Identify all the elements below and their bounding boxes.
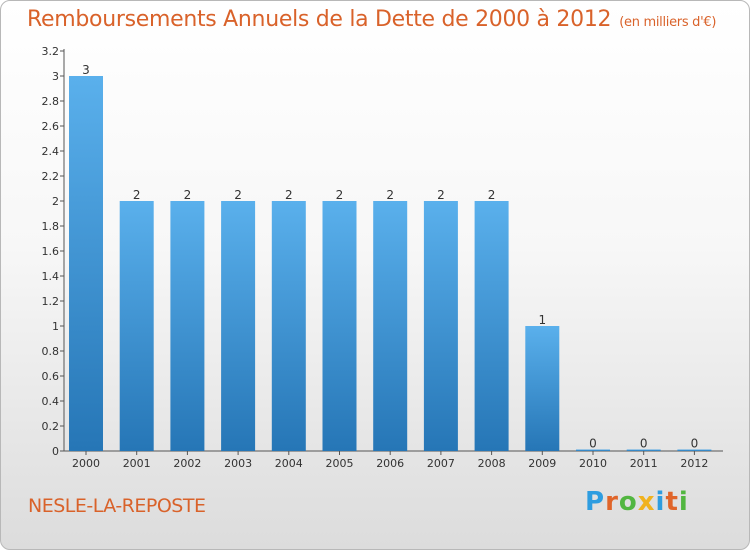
y-tick-label: 2.6 <box>42 120 60 133</box>
y-tick-label: 1.4 <box>42 270 60 283</box>
x-tick-label: 2003 <box>224 457 252 470</box>
logo-letter: P <box>585 487 606 517</box>
y-tick-label: 3.2 <box>42 45 60 58</box>
bar <box>423 201 458 451</box>
bar <box>576 449 610 451</box>
x-tick-label: 2010 <box>579 457 607 470</box>
bar-value-label: 2 <box>184 188 192 202</box>
x-tick-label: 2008 <box>478 457 506 470</box>
y-tick-label: 2.4 <box>42 145 60 158</box>
bar-value-label: 3 <box>82 63 90 77</box>
bar-value-label: 0 <box>691 437 699 451</box>
y-tick-label: 0.6 <box>42 370 60 383</box>
bar-value-label: 2 <box>386 188 394 202</box>
logo-letter: i <box>678 487 689 517</box>
y-tick-label: 1.2 <box>42 295 60 308</box>
y-tick-label: 1 <box>52 320 59 333</box>
y-tick-label: 3 <box>52 70 59 83</box>
bar-value-label: 2 <box>285 188 293 202</box>
bar <box>271 201 306 451</box>
y-tick-label: 2 <box>52 195 59 208</box>
bar <box>677 449 712 451</box>
y-tick-label: 0 <box>52 445 59 458</box>
logo-letter: r <box>605 487 619 517</box>
bar <box>69 76 103 451</box>
bar <box>322 201 357 451</box>
bar <box>119 201 154 451</box>
logo-letter: i <box>655 487 666 517</box>
y-tick-label: 1.6 <box>42 245 60 258</box>
bar-value-label: 0 <box>640 437 648 451</box>
bar <box>474 201 509 451</box>
x-tick-label: 2009 <box>528 457 556 470</box>
bar-value-label: 0 <box>589 437 597 451</box>
logo-letter: t <box>665 487 679 517</box>
location-name: NESLE-LA-REPOSTE <box>28 495 206 517</box>
bar-value-label: 2 <box>437 188 445 202</box>
proxiti-logo: Proxiti <box>585 487 689 517</box>
bar <box>170 201 205 451</box>
y-tick-label: 0.2 <box>42 420 60 433</box>
x-tick-label: 2006 <box>376 457 404 470</box>
logo-letter: x <box>637 487 656 517</box>
y-tick-label: 1.8 <box>42 220 60 233</box>
chart-title-text: Remboursements Annuels de la Dette de 20… <box>27 7 612 32</box>
chart-subtitle: (en milliers d'€) <box>619 15 717 30</box>
x-tick-label: 2005 <box>326 457 354 470</box>
bar-chart: 0 0.2 0.4 0.6 0.8 1 1.2 1.4 1.6 1.8 2 2.2 2.4 2.6 2.8 3… <box>42 45 723 470</box>
y-tick-label: 2.2 <box>42 170 60 183</box>
x-tick-label: 2011 <box>630 457 658 470</box>
x-tick-label: 2004 <box>275 457 303 470</box>
y-tick-label: 0.8 <box>42 345 60 358</box>
y-tick-label: 2.8 <box>42 95 60 108</box>
bar-value-label: 1 <box>538 313 546 327</box>
bar <box>373 201 408 451</box>
x-tick-label: 2002 <box>173 457 201 470</box>
bar <box>525 326 560 451</box>
y-tick-label: 0.4 <box>42 395 60 408</box>
bar-value-label: 2 <box>133 188 141 202</box>
bar <box>626 449 661 451</box>
logo-letter: o <box>618 487 638 517</box>
chart-title: Remboursements Annuels de la Dette de 20… <box>27 7 716 32</box>
bar-value-label: 2 <box>336 188 344 202</box>
bar-value-label: 2 <box>488 188 496 202</box>
x-tick-label: 2007 <box>427 457 455 470</box>
x-tick-label: 2001 <box>123 457 151 470</box>
bar-value-label: 2 <box>234 188 242 202</box>
bar <box>221 201 256 451</box>
x-tick-label: 2000 <box>72 457 100 470</box>
x-tick-label: 2012 <box>680 457 708 470</box>
